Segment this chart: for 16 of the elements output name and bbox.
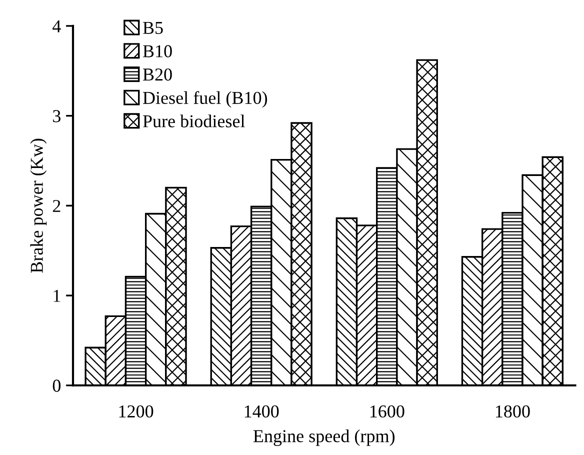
x-tick-label: 1800	[496, 405, 530, 418]
legend-label: B20	[142, 68, 172, 81]
legend-label: B5	[142, 22, 163, 34]
y-axis-title: Brake power (Kw)	[30, 138, 47, 273]
x-tick-label: 1200	[119, 405, 154, 418]
legend-label: Pure biodiesel	[142, 114, 245, 128]
y-tick-label: 4	[52, 20, 61, 32]
x-axis-title: Engine speed (rpm)	[253, 430, 395, 446]
y-tick-label: 1	[54, 290, 60, 302]
y-tick-label: 3	[53, 110, 60, 122]
x-tick-label: 1400	[244, 405, 279, 418]
y-tick-label: 0	[52, 380, 61, 392]
legend-label: Diesel fuel (B10)	[142, 91, 268, 108]
legend-label: B10	[142, 45, 172, 58]
x-tick-label: 1600	[370, 405, 404, 418]
y-tick-label: 2	[52, 200, 60, 212]
